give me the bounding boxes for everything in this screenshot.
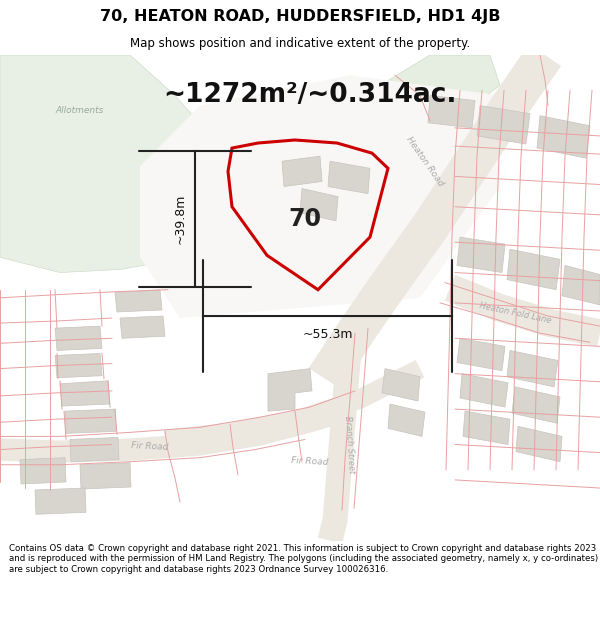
Polygon shape — [65, 409, 116, 433]
Polygon shape — [537, 116, 590, 158]
Polygon shape — [60, 381, 110, 406]
Text: Fir Road: Fir Road — [131, 441, 169, 452]
Polygon shape — [457, 338, 505, 371]
Polygon shape — [70, 438, 119, 462]
Polygon shape — [20, 458, 66, 484]
Text: ~55.3m: ~55.3m — [302, 328, 353, 341]
Polygon shape — [460, 374, 508, 407]
Text: Branch Street: Branch Street — [343, 416, 356, 474]
Polygon shape — [457, 237, 505, 272]
Polygon shape — [328, 161, 370, 194]
Text: ~39.8m: ~39.8m — [174, 194, 187, 244]
Text: 70: 70 — [289, 207, 322, 231]
Text: Heaton Fold Lane: Heaton Fold Lane — [478, 301, 552, 325]
Polygon shape — [80, 462, 131, 489]
Text: Map shows position and indicative extent of the property.: Map shows position and indicative extent… — [130, 38, 470, 51]
Polygon shape — [140, 75, 500, 318]
Text: 70, HEATON ROAD, HUDDERSFIELD, HD1 4JB: 70, HEATON ROAD, HUDDERSFIELD, HD1 4JB — [100, 9, 500, 24]
Text: Allotments: Allotments — [55, 106, 103, 115]
Polygon shape — [477, 106, 530, 144]
Text: ~1272m²/~0.314ac.: ~1272m²/~0.314ac. — [163, 82, 457, 109]
Polygon shape — [463, 411, 510, 444]
Polygon shape — [562, 266, 600, 305]
Text: Contains OS data © Crown copyright and database right 2021. This information is : Contains OS data © Crown copyright and d… — [9, 544, 598, 574]
Polygon shape — [388, 404, 425, 436]
Polygon shape — [55, 354, 102, 377]
Polygon shape — [320, 55, 500, 136]
Polygon shape — [55, 326, 102, 351]
Polygon shape — [120, 316, 165, 338]
Text: Fir Road: Fir Road — [291, 456, 329, 467]
Polygon shape — [428, 96, 475, 128]
Polygon shape — [382, 369, 420, 401]
Text: Heaton Road: Heaton Road — [404, 135, 445, 188]
Polygon shape — [512, 387, 560, 423]
Polygon shape — [35, 488, 86, 514]
Polygon shape — [0, 55, 230, 272]
Polygon shape — [268, 369, 312, 411]
Polygon shape — [300, 189, 338, 221]
Polygon shape — [115, 290, 162, 312]
Polygon shape — [507, 351, 558, 387]
Polygon shape — [282, 156, 322, 186]
Polygon shape — [507, 249, 560, 290]
Polygon shape — [516, 426, 562, 462]
